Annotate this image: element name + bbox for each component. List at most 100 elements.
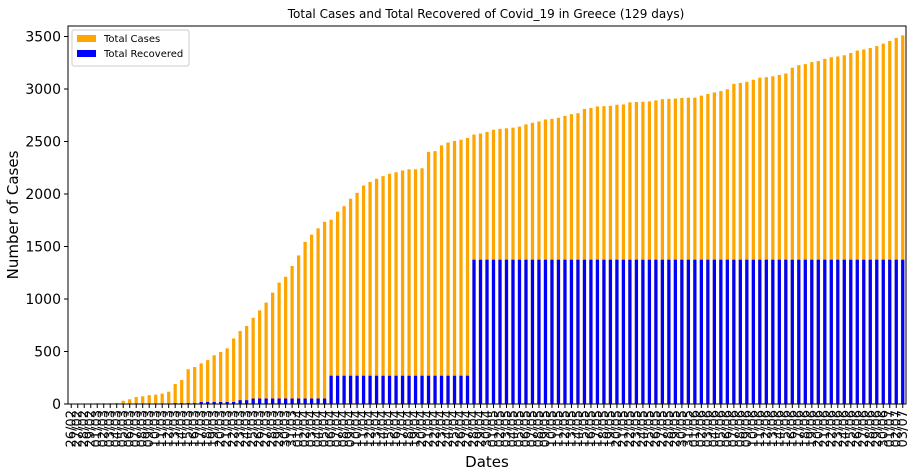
- bar-total-recovered: [706, 259, 710, 404]
- bar-total-cases: [654, 100, 658, 404]
- bar-total-recovered: [316, 398, 320, 404]
- bar-total-recovered: [264, 398, 268, 404]
- bar-total-cases: [322, 221, 327, 404]
- x-tick-label: 01/05: [487, 410, 502, 447]
- x-tick-label: 26/06: [850, 410, 865, 447]
- x-tick-label: 02/05: [493, 410, 508, 447]
- bar-total-cases: [452, 140, 457, 404]
- bar-total-recovered: [303, 398, 307, 404]
- x-tick-label: 03/03: [103, 410, 118, 447]
- bar-total-recovered: [771, 259, 775, 404]
- bar-total-cases: [628, 102, 632, 404]
- bar-total-cases: [712, 92, 716, 405]
- bar-total-cases: [758, 77, 762, 404]
- bar-total-recovered: [842, 259, 846, 404]
- x-tick-label: 31/03: [285, 410, 300, 447]
- bars-group: [69, 35, 905, 405]
- y-tick-label: 2500: [25, 135, 61, 151]
- x-tick-label: 25/03: [246, 410, 261, 447]
- bar-total-recovered: [524, 259, 528, 404]
- bar-total-cases: [446, 142, 450, 405]
- bar-total-cases: [589, 108, 593, 404]
- bar-total-recovered: [660, 259, 665, 404]
- bar-total-recovered: [394, 375, 398, 404]
- bar-total-cases: [719, 91, 723, 404]
- x-tick-label: 20/06: [811, 410, 826, 447]
- bar-total-recovered: [881, 259, 885, 404]
- bar-total-cases: [836, 56, 840, 404]
- bar-total-cases: [303, 241, 307, 404]
- bar-total-cases: [823, 58, 827, 405]
- y-tick-label: 2000: [25, 187, 61, 203]
- bar-total-cases: [875, 46, 879, 405]
- x-tick-label: 09/04: [344, 410, 359, 447]
- bar-total-recovered: [329, 375, 333, 404]
- bar-total-recovered: [582, 259, 587, 404]
- y-axis: 0 500 1000 1500 2000 2500 3000 3500: [25, 30, 68, 413]
- bar-total-cases: [277, 282, 281, 404]
- bar-total-recovered: [245, 400, 249, 404]
- x-tick-label: 03/04: [305, 410, 320, 447]
- bar-total-recovered: [472, 259, 476, 404]
- x-tick-label: 17/04: [396, 410, 411, 447]
- bar-total-cases: [374, 178, 379, 404]
- bar-total-cases: [394, 172, 398, 404]
- bar-total-recovered: [374, 375, 379, 404]
- x-tick-label: 24/06: [837, 410, 852, 447]
- bar-total-cases: [251, 317, 255, 404]
- x-tick-label: 27/06: [857, 410, 872, 447]
- x-tick-label: 02/04: [298, 410, 313, 447]
- x-tick-label: 26/02: [64, 410, 79, 447]
- bar-total-recovered: [810, 259, 814, 404]
- x-tick-label: 13/05: [564, 410, 579, 447]
- bar-total-cases: [621, 104, 626, 404]
- x-tick-label: 27/04: [461, 410, 476, 447]
- bar-total-recovered: [641, 259, 645, 404]
- x-tick-label: 22/03: [227, 410, 242, 447]
- legend-label: Total Cases: [103, 34, 160, 45]
- bar-total-recovered: [446, 375, 450, 404]
- bar-total-recovered: [426, 375, 431, 404]
- x-tick-label: 18/05: [597, 410, 612, 447]
- x-tick-label: 10/04: [350, 410, 365, 447]
- x-tick-label: 04/05: [506, 410, 521, 447]
- bar-total-recovered: [712, 259, 716, 404]
- x-tick-label: 10/05: [545, 410, 560, 447]
- x-tick-label: 24/03: [240, 410, 255, 447]
- x-tick-label: 27/05: [655, 410, 670, 447]
- bar-total-recovered: [836, 259, 840, 404]
- bar-total-recovered: [232, 402, 236, 404]
- bar-total-cases: [160, 393, 164, 404]
- bar-total-cases: [400, 170, 405, 404]
- bar-total-recovered: [504, 259, 509, 404]
- bar-total-cases: [459, 139, 463, 404]
- bar-total-recovered: [569, 259, 574, 404]
- x-tick-label: 18/06: [798, 410, 813, 447]
- x-tick-label: 01/06: [688, 410, 703, 447]
- bar-total-cases: [199, 363, 203, 404]
- x-tick-label: 11/06: [753, 410, 768, 447]
- bar-total-recovered: [628, 259, 632, 404]
- bar-total-cases: [641, 101, 645, 404]
- bar-total-recovered: [621, 259, 626, 404]
- bar-total-recovered: [225, 402, 229, 404]
- x-tick-label: 28/06: [863, 410, 878, 447]
- bar-total-cases: [296, 255, 301, 404]
- bar-total-cases: [225, 348, 229, 404]
- x-tick-label: 16/04: [389, 410, 404, 447]
- x-tick-label: 13/06: [766, 410, 781, 447]
- x-tick-label: 08/04: [337, 410, 352, 447]
- x-tick-label: 23/03: [233, 410, 248, 447]
- bar-total-cases: [284, 276, 288, 404]
- bar-total-recovered: [803, 259, 807, 404]
- x-tick-label: 25/05: [642, 410, 657, 447]
- bar-total-cases: [849, 52, 853, 404]
- bar-total-cases: [673, 98, 678, 404]
- bar-total-cases: [381, 176, 385, 404]
- bar-total-recovered: [271, 398, 275, 404]
- bar-total-cases: [173, 384, 177, 404]
- bar-total-cases: [219, 352, 223, 404]
- bar-total-recovered: [407, 375, 411, 404]
- bar-total-recovered: [784, 259, 788, 404]
- x-tick-label: 25/06: [844, 410, 859, 447]
